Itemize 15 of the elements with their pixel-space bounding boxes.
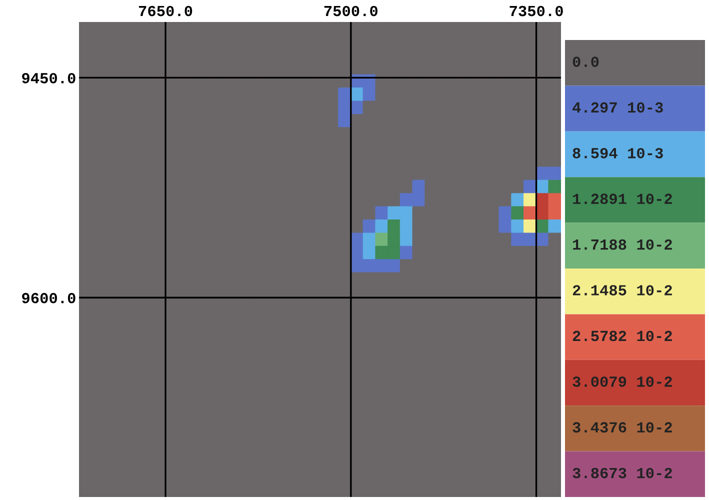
color-bar-label: 2.5782 10-2	[572, 330, 672, 342]
color-bar-label: 0.0	[572, 56, 599, 67]
color-bar-label: 8.594 10-3	[572, 148, 663, 158]
y-tick-label: 9600.0	[22, 292, 76, 304]
color-bar-label: 4.297 10-3	[572, 102, 663, 113]
color-bar-label: 1.7188 10-2	[573, 239, 672, 250]
x-tick-label: 7350.0	[510, 6, 563, 16]
y-tick-label: 9450.0	[22, 73, 76, 84]
x-tick-label: 7650.0	[138, 6, 192, 16]
color-bar-label: 2.1485 10-2	[572, 285, 672, 296]
color-bar-label: 1.2891 10-2	[573, 194, 672, 204]
color-bar-label: 3.0079 10-2	[572, 376, 672, 387]
x-tick-label: 7500.0	[324, 6, 378, 16]
color-bar-label: 3.8673 10-2	[572, 468, 672, 478]
color-bar-label: 3.4376 10-2	[572, 422, 672, 433]
